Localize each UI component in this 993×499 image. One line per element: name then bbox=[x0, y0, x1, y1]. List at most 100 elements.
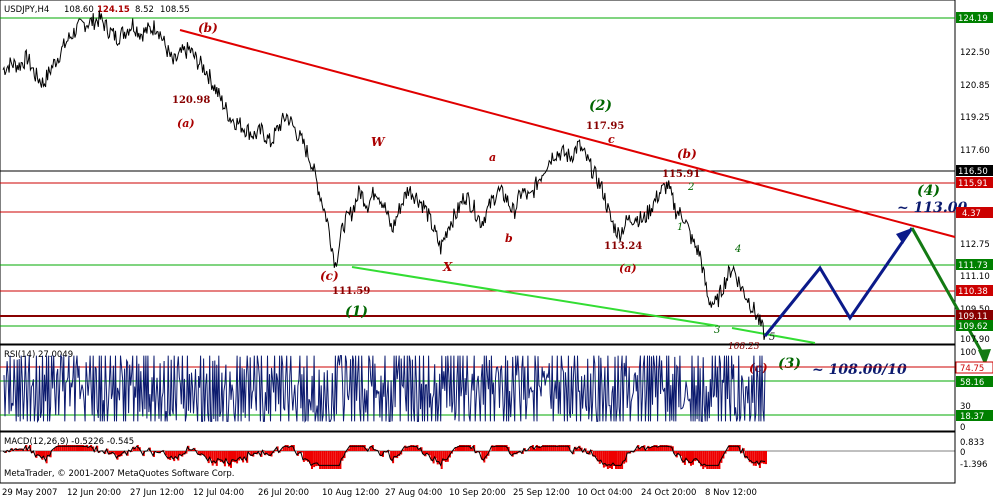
annotation-a-left: (a) bbox=[177, 117, 195, 130]
macd-bar bbox=[536, 445, 538, 451]
macd-bar bbox=[300, 451, 303, 453]
macd-bar bbox=[736, 445, 739, 451]
macd-bar bbox=[750, 451, 753, 464]
macd-bar bbox=[47, 451, 50, 457]
macd-bar bbox=[548, 445, 551, 451]
macd-bar bbox=[509, 451, 512, 454]
macd-bar bbox=[627, 451, 630, 454]
macd-bar bbox=[639, 448, 642, 451]
macd-bar bbox=[341, 451, 344, 461]
macd-bar bbox=[213, 451, 216, 464]
projection-down bbox=[910, 227, 987, 359]
macd-bar bbox=[564, 445, 567, 451]
macd-bar bbox=[53, 448, 56, 451]
rsi-tick: 0 bbox=[960, 423, 965, 433]
macd-bar bbox=[702, 451, 705, 469]
macd-bar bbox=[708, 451, 711, 469]
macd-bar bbox=[617, 451, 620, 469]
macd-bar bbox=[240, 451, 243, 459]
macd-bar bbox=[175, 451, 178, 458]
macd-bar bbox=[408, 445, 411, 451]
macd-bar bbox=[205, 451, 208, 459]
x-tick: 27 Jun 12:00 bbox=[130, 488, 184, 498]
macd-tick: 0.833 bbox=[960, 438, 984, 448]
macd-bar bbox=[436, 451, 439, 465]
macd-bar bbox=[282, 446, 285, 451]
macd-bar bbox=[457, 446, 459, 451]
macd-bar bbox=[398, 451, 401, 456]
macd-bar bbox=[392, 451, 395, 464]
annotation-113-24: 113.24 bbox=[604, 241, 642, 252]
macd-bar bbox=[507, 446, 510, 451]
macd-bar bbox=[554, 445, 557, 451]
level-tag-bg bbox=[956, 320, 993, 331]
macd-bar bbox=[27, 449, 30, 451]
macd-bar bbox=[335, 451, 338, 469]
x-tick: 24 Oct 20:00 bbox=[641, 488, 696, 498]
macd-bar bbox=[112, 451, 115, 453]
macd-bar bbox=[315, 451, 318, 467]
macd-bar bbox=[76, 445, 78, 451]
macd-bar bbox=[467, 445, 470, 451]
macd-bar bbox=[645, 449, 648, 451]
macd-bar bbox=[55, 446, 58, 451]
level-tag: 124.19 bbox=[958, 14, 988, 24]
macd-bar bbox=[495, 445, 498, 451]
macd-bar bbox=[230, 451, 232, 468]
macd-bar bbox=[61, 445, 64, 451]
x-tick: 26 Jul 20:00 bbox=[258, 488, 309, 498]
rsi-tag: 74.75 bbox=[960, 364, 984, 374]
macd-bar bbox=[288, 446, 291, 451]
macd-bar bbox=[313, 451, 316, 468]
macd-bar bbox=[718, 451, 721, 469]
macd-bar bbox=[345, 451, 348, 453]
macd-bar bbox=[659, 445, 662, 451]
macd-bar bbox=[80, 445, 82, 451]
macd-bar bbox=[744, 451, 747, 459]
macd-bar bbox=[503, 445, 506, 451]
macd-bar bbox=[667, 445, 670, 451]
price-axis: 122.50 120.85 119.25 117.60 112.75 111.1… bbox=[960, 48, 990, 345]
macd-bar bbox=[426, 451, 429, 454]
macd-bar bbox=[649, 447, 652, 451]
macd-bar bbox=[57, 445, 60, 451]
macd-bar bbox=[763, 451, 765, 464]
macd-bar bbox=[663, 445, 666, 451]
macd-bar bbox=[692, 451, 694, 465]
macd-bar bbox=[584, 448, 587, 451]
macd-bar bbox=[438, 451, 441, 465]
macd-bar bbox=[683, 451, 686, 465]
macd-bar bbox=[264, 451, 267, 456]
macd-bar bbox=[655, 445, 658, 451]
macd-bar bbox=[665, 445, 668, 451]
macd-bar bbox=[677, 451, 680, 454]
macd-bar bbox=[534, 448, 536, 451]
annotation-wave-4: 4 bbox=[734, 244, 741, 255]
macd-bar bbox=[333, 451, 336, 469]
header-symbol: USDJPY,H4 bbox=[4, 5, 49, 15]
macd-bar bbox=[254, 451, 257, 454]
macd-bar bbox=[690, 451, 692, 466]
annotation-b-mid: b bbox=[505, 232, 513, 245]
x-tick: 10 Oct 04:00 bbox=[577, 488, 632, 498]
macd-bar bbox=[706, 451, 709, 469]
level-tag: 116.50 bbox=[958, 167, 988, 177]
macd-bar bbox=[712, 451, 715, 469]
macd-bar bbox=[228, 451, 230, 467]
wave-annotations: (b) 120.98 (a) W X a b (2) 117.95 c (b) … bbox=[172, 21, 967, 378]
macd-bar bbox=[171, 451, 174, 458]
macd-bar bbox=[9, 451, 12, 452]
macd-bar bbox=[35, 451, 38, 458]
macd-bar bbox=[394, 451, 397, 458]
macd-bar bbox=[361, 445, 364, 451]
macd-bar bbox=[134, 448, 137, 451]
macd-bar bbox=[305, 451, 307, 461]
macd-bar bbox=[181, 451, 184, 457]
macd-bar bbox=[169, 451, 172, 460]
rsi-tag: 18.37 bbox=[960, 412, 984, 422]
macd-bar bbox=[586, 451, 589, 454]
macd-bar bbox=[728, 445, 731, 451]
x-tick: 12 Jun 20:00 bbox=[67, 488, 121, 498]
macd-bar bbox=[752, 451, 755, 466]
macd-bar bbox=[359, 445, 362, 451]
